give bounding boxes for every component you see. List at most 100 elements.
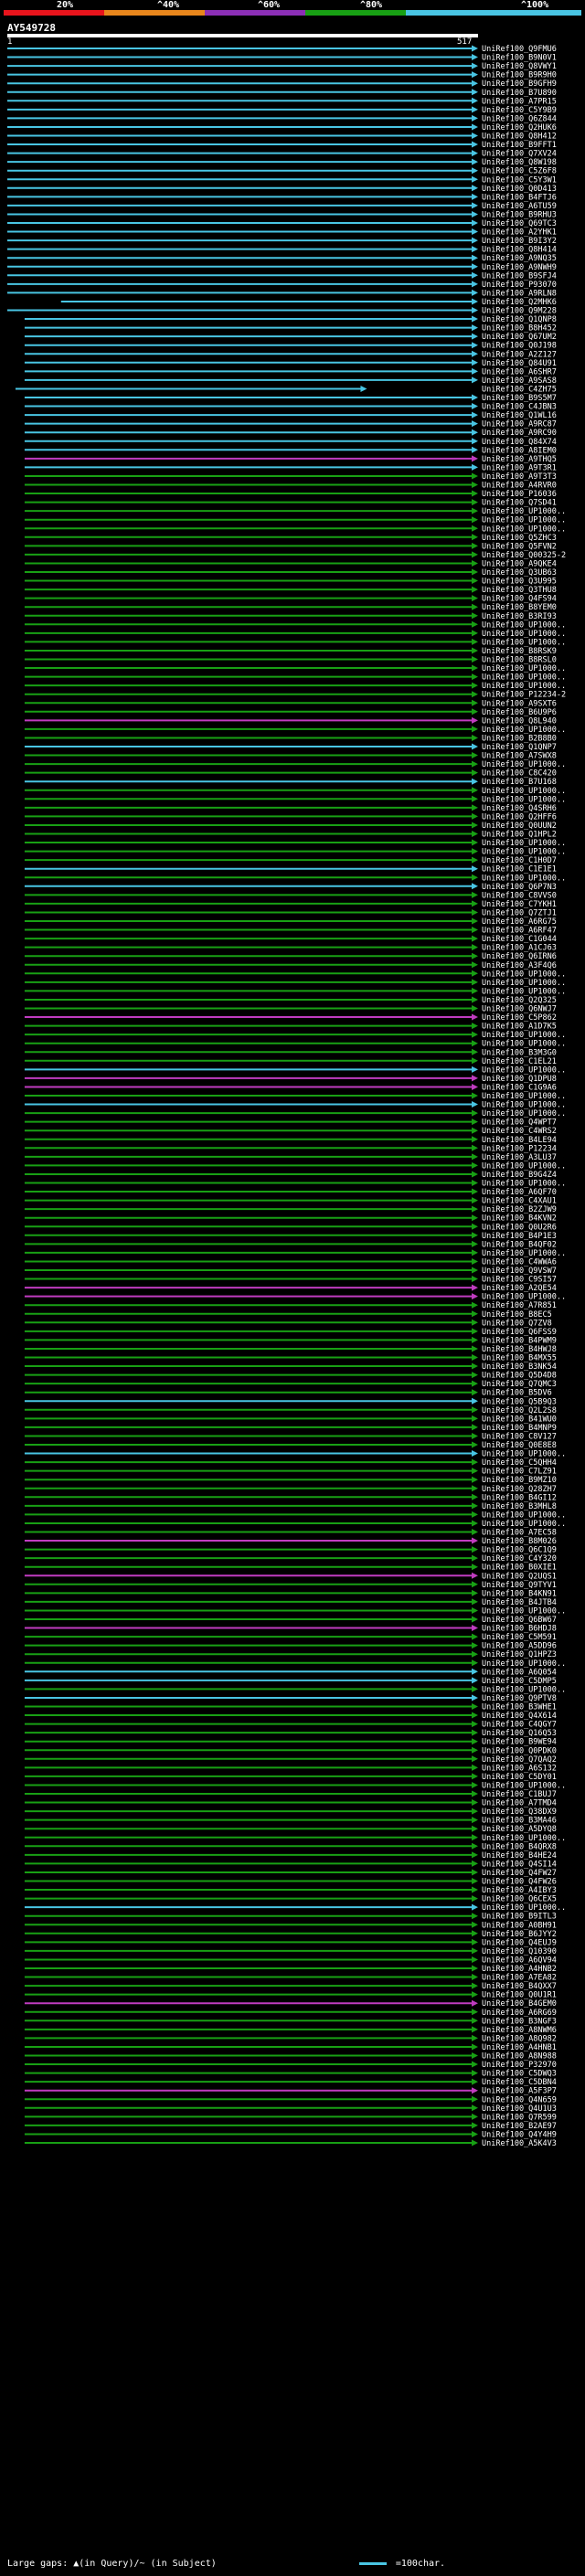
hit-label[interactable]: UniRef100_Q1HPZ3 bbox=[482, 1650, 557, 1659]
hit-label[interactable]: UniRef100_B9I3Y2 bbox=[482, 237, 557, 246]
hit-label[interactable]: UniRef100_A6QV94 bbox=[482, 1956, 557, 1965]
hit-label[interactable]: UniRef100_Q3UB63 bbox=[482, 568, 557, 578]
hit-label[interactable]: UniRef100_UP1000.. bbox=[482, 848, 566, 857]
hit-label[interactable]: UniRef100_A6SHR7 bbox=[482, 367, 557, 376]
hit-label[interactable]: UniRef100_Q2L2S8 bbox=[482, 1406, 557, 1415]
hit-label[interactable]: UniRef100_C7YKH1 bbox=[482, 900, 557, 909]
hit-label[interactable]: UniRef100_B7U890 bbox=[482, 89, 557, 98]
hit-label[interactable]: UniRef100_Q0U2R6 bbox=[482, 1223, 557, 1232]
hit-label[interactable]: UniRef100_B8EC5 bbox=[482, 1310, 552, 1320]
hit-label[interactable]: UniRef100_B4FTJ6 bbox=[482, 193, 557, 202]
hit-label[interactable]: UniRef100_A9RC90 bbox=[482, 429, 557, 438]
hit-label[interactable]: UniRef100_UP1000.. bbox=[482, 630, 566, 639]
hit-label[interactable]: UniRef100_UP1000.. bbox=[482, 987, 566, 996]
hit-label[interactable]: UniRef100_A8NWM6 bbox=[482, 2026, 557, 2035]
hit-label[interactable]: UniRef100_UP1000.. bbox=[482, 839, 566, 848]
hit-label[interactable]: UniRef100_B4JTB4 bbox=[482, 1598, 557, 1607]
hit-label[interactable]: UniRef100_Q7R599 bbox=[482, 2113, 557, 2122]
hit-label[interactable]: UniRef100_P32970 bbox=[482, 2061, 557, 2070]
hit-label[interactable]: UniRef100_B5DV6 bbox=[482, 1389, 552, 1398]
hit-label[interactable]: UniRef100_A9T3R1 bbox=[482, 463, 557, 472]
hit-label[interactable]: UniRef100_A2YHK1 bbox=[482, 228, 557, 238]
hit-label[interactable]: UniRef100_Q4SI14 bbox=[482, 1860, 557, 1869]
hit-label[interactable]: UniRef100_Q00325-2 bbox=[482, 551, 566, 560]
hit-label[interactable]: UniRef100_A4IBY3 bbox=[482, 1886, 557, 1895]
hit-label[interactable]: UniRef100_B9WE94 bbox=[482, 1738, 557, 1747]
hit-label[interactable]: UniRef100_Q4Y4H9 bbox=[482, 2130, 557, 2139]
hit-label[interactable]: UniRef100_B4GEM0 bbox=[482, 1999, 557, 2009]
hit-label[interactable]: UniRef100_A6RG69 bbox=[482, 2009, 557, 2018]
hit-label[interactable]: UniRef100_Q2MHK6 bbox=[482, 298, 557, 307]
hit-label[interactable]: UniRef100_P12234-2 bbox=[482, 691, 566, 700]
hit-label[interactable]: UniRef100_UP1000.. bbox=[482, 1092, 566, 1101]
hit-label[interactable]: UniRef100_UP1000.. bbox=[482, 664, 566, 673]
hit-label[interactable]: UniRef100_Q8H412 bbox=[482, 133, 557, 142]
hit-label[interactable]: UniRef100_B9FFT1 bbox=[482, 141, 557, 150]
hit-label[interactable]: UniRef100_Q16Q53 bbox=[482, 1729, 557, 1738]
hit-label[interactable]: UniRef100_C1G9A6 bbox=[482, 1083, 557, 1092]
hit-label[interactable]: UniRef100_C5Y3W1 bbox=[482, 175, 557, 185]
hit-label[interactable]: UniRef100_Q9TYV1 bbox=[482, 1581, 557, 1590]
hit-label[interactable]: UniRef100_C5M591 bbox=[482, 1633, 557, 1642]
hit-label[interactable]: UniRef100_UP1000.. bbox=[482, 1293, 566, 1302]
hit-label[interactable]: UniRef100_B4QXX7 bbox=[482, 1982, 557, 1991]
hit-label[interactable]: UniRef100_Q1WL16 bbox=[482, 411, 557, 420]
hit-label[interactable]: UniRef100_UP1000.. bbox=[482, 1161, 566, 1171]
hit-label[interactable]: UniRef100_Q2UQS1 bbox=[482, 1572, 557, 1581]
hit-label[interactable]: UniRef100_B6JYY2 bbox=[482, 1930, 557, 1939]
hit-label[interactable]: UniRef100_Q1QNP8 bbox=[482, 315, 557, 324]
hit-label[interactable]: UniRef100_UP1000.. bbox=[482, 1606, 566, 1616]
hit-label[interactable]: UniRef100_Q2HUK6 bbox=[482, 123, 557, 133]
hit-label[interactable]: UniRef100_UP1000.. bbox=[482, 682, 566, 691]
hit-label[interactable]: UniRef100_B4P1E3 bbox=[482, 1232, 557, 1241]
hit-label[interactable]: UniRef100_Q5B9Q3 bbox=[482, 1397, 557, 1406]
hit-label[interactable]: UniRef100_Q9PTV8 bbox=[482, 1694, 557, 1703]
hit-label[interactable]: UniRef100_B2B8B0 bbox=[482, 734, 557, 743]
hit-label[interactable]: UniRef100_Q38DX9 bbox=[482, 1807, 557, 1817]
hit-label[interactable]: UniRef100_UP1000.. bbox=[482, 874, 566, 883]
hit-label[interactable]: UniRef100_B8H452 bbox=[482, 324, 557, 334]
hit-label[interactable]: UniRef100_C9SI57 bbox=[482, 1276, 557, 1285]
hit-label[interactable]: UniRef100_Q5D4D8 bbox=[482, 1372, 557, 1381]
hit-label[interactable]: UniRef100_C8V127 bbox=[482, 1432, 557, 1441]
hit-label[interactable]: UniRef100_B8M026 bbox=[482, 1537, 557, 1546]
hit-label[interactable]: UniRef100_Q8VWY1 bbox=[482, 62, 557, 71]
hit-label[interactable]: UniRef100_A5DD96 bbox=[482, 1642, 557, 1651]
hit-label[interactable]: UniRef100_Q5ZHC3 bbox=[482, 534, 557, 543]
hit-label[interactable]: UniRef100_Q0D413 bbox=[482, 185, 557, 194]
hit-label[interactable]: UniRef100_B3M3G0 bbox=[482, 1048, 557, 1057]
hit-label[interactable]: UniRef100_B4KVN2 bbox=[482, 1214, 557, 1224]
hit-label[interactable]: UniRef100_A9RLN8 bbox=[482, 289, 557, 298]
hit-label[interactable]: UniRef100_UP1000.. bbox=[482, 525, 566, 534]
hit-label[interactable]: UniRef100_A7R851 bbox=[482, 1301, 557, 1310]
hit-label[interactable]: UniRef100_UP1000.. bbox=[482, 760, 566, 769]
hit-label[interactable]: UniRef100_A6RF47 bbox=[482, 927, 557, 936]
hit-label[interactable]: UniRef100_Q0U1R1 bbox=[482, 1991, 557, 2000]
hit-label[interactable]: UniRef100_A1CJ63 bbox=[482, 944, 557, 953]
hit-label[interactable]: UniRef100_Q69TC3 bbox=[482, 219, 557, 228]
hit-label[interactable]: UniRef100_P12234 bbox=[482, 1144, 557, 1153]
hit-label[interactable]: UniRef100_A7EC58 bbox=[482, 1529, 557, 1538]
hit-label[interactable]: UniRef100_Q0J198 bbox=[482, 342, 557, 351]
hit-label[interactable]: UniRef100_Q6NWJ7 bbox=[482, 1005, 557, 1014]
hit-label[interactable]: UniRef100_UP1000.. bbox=[482, 979, 566, 988]
hit-label[interactable]: UniRef100_B9MZ10 bbox=[482, 1476, 557, 1485]
hit-label[interactable]: UniRef100_Q7SD41 bbox=[482, 499, 557, 508]
hit-label[interactable]: UniRef100_Q4EUJ9 bbox=[482, 1938, 557, 1947]
hit-label[interactable]: UniRef100_Q3THU8 bbox=[482, 586, 557, 595]
hit-label[interactable]: UniRef100_B9GFH9 bbox=[482, 80, 557, 89]
hit-label[interactable]: UniRef100_B0XIE1 bbox=[482, 1564, 557, 1573]
hit-label[interactable]: UniRef100_C4WWA6 bbox=[482, 1257, 557, 1267]
hit-label[interactable]: UniRef100_B41WU0 bbox=[482, 1415, 557, 1424]
hit-label[interactable]: UniRef100_UP1000.. bbox=[482, 1031, 566, 1040]
hit-label[interactable]: UniRef100_UP1000.. bbox=[482, 516, 566, 525]
hit-label[interactable]: UniRef100_B4PWM9 bbox=[482, 1336, 557, 1345]
hit-label[interactable]: UniRef100_C1BUJ7 bbox=[482, 1790, 557, 1799]
hit-label[interactable]: UniRef100_B9R9H0 bbox=[482, 71, 557, 80]
hit-label[interactable]: UniRef100_UP1000.. bbox=[482, 1520, 566, 1529]
hit-label[interactable]: UniRef100_Q4X614 bbox=[482, 1712, 557, 1721]
hit-label[interactable]: UniRef100_A8Q982 bbox=[482, 2034, 557, 2043]
hit-label[interactable]: UniRef100_C8C420 bbox=[482, 769, 557, 779]
hit-label[interactable]: UniRef100_B8RSL0 bbox=[482, 656, 557, 665]
hit-label[interactable]: UniRef100_A4HNB2 bbox=[482, 1965, 557, 1974]
